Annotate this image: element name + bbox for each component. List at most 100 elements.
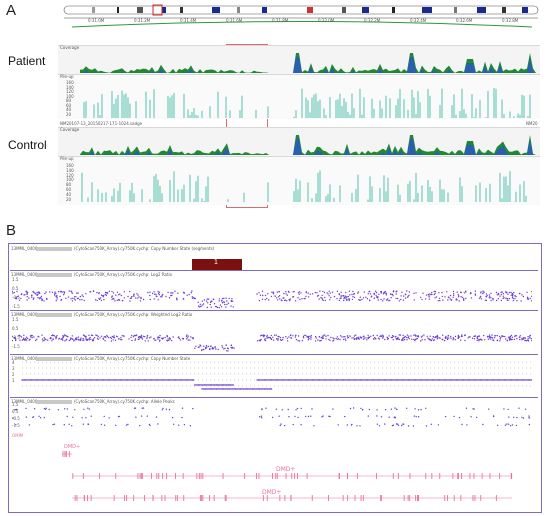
probe-point (286, 300, 288, 302)
gene-exon (415, 495, 417, 501)
cn-state-point (80, 379, 82, 381)
cn-state-point (114, 379, 117, 381)
probe-point (69, 338, 72, 341)
cn-state-point (281, 379, 284, 381)
probe-point (516, 338, 518, 340)
allele-peak-point (261, 417, 263, 419)
cn-state-point (35, 379, 38, 381)
allele-peak-point (392, 424, 395, 426)
cn-state-point (442, 379, 444, 381)
probe-point (378, 338, 381, 340)
probe-point (497, 293, 500, 296)
probe-point (421, 335, 424, 337)
cn-state-point (503, 379, 506, 381)
probe-point (406, 334, 409, 336)
track-header[interactable]: 13MML_0400 (CytoScan750K_Array).cy750K.cy… (10, 245, 538, 252)
probe-point (92, 338, 95, 340)
probe-point (91, 334, 94, 337)
deletion-segment[interactable]: 1 (192, 259, 242, 270)
cn-loss-point (263, 388, 266, 390)
track-header[interactable]: 13MML_0400 (CytoScan750K_Array).cy750K.cy… (10, 354, 538, 362)
track-header[interactable]: 13MML_0400 (CytoScan750K_Array).cy750K.cy… (10, 397, 538, 405)
cn-state-point (219, 384, 221, 386)
cn-state-point (268, 379, 270, 381)
cn-state-point (171, 379, 173, 381)
allele-peak-point (313, 425, 315, 427)
probe-point (343, 338, 345, 341)
probe-point (270, 295, 273, 298)
gene-exon (452, 473, 454, 479)
allele-peak-point (476, 416, 478, 419)
allele-peak-point (66, 408, 68, 410)
cn-loss-point (204, 388, 207, 390)
probe-point (59, 291, 62, 293)
cn-state-point (414, 379, 417, 381)
probe-point (367, 334, 369, 336)
probe-point (361, 298, 363, 301)
cn-loss-point (203, 388, 206, 390)
cn-state-point (419, 379, 422, 381)
gene-exon (342, 495, 344, 501)
probe-point (319, 290, 321, 292)
probe-point (373, 297, 376, 299)
gene-exon (473, 473, 475, 479)
probe-point (502, 297, 504, 300)
probe-point (23, 338, 26, 341)
probe-point (264, 294, 267, 297)
cn-state-point (513, 379, 515, 381)
cn-state-point (230, 384, 232, 386)
probe-point (79, 295, 82, 298)
cn-state-point (431, 379, 434, 381)
allele-peak-point (310, 415, 312, 417)
allele-peak-point (87, 407, 89, 409)
cn-state-point (348, 379, 351, 381)
allele-peak-point (278, 415, 280, 417)
probe-point (157, 338, 159, 340)
probe-point (457, 335, 460, 337)
control-coverage-label: Coverage (60, 127, 80, 132)
probe-point (480, 291, 482, 293)
cn-state-point (497, 379, 500, 381)
control-label: Control (8, 138, 47, 152)
allele-peak-point (45, 407, 47, 409)
probe-point (105, 294, 108, 296)
cn-loss-point (250, 388, 252, 390)
segment-label: 1 (214, 259, 218, 266)
probe-point (27, 337, 29, 340)
probe-point (218, 307, 220, 309)
probe-point (267, 336, 269, 339)
probe-point (221, 297, 224, 300)
cn-state-point (197, 384, 200, 386)
probe-point (486, 294, 488, 297)
cn-state-point (226, 384, 228, 386)
probe-point (42, 340, 44, 342)
probe-point (505, 297, 507, 299)
allele-peak-point (515, 424, 518, 427)
allele-peak-point (43, 416, 45, 419)
probe-point (275, 334, 277, 336)
cn-loss-point (201, 388, 203, 390)
probe-point (322, 334, 324, 336)
probe-point (297, 335, 300, 337)
allele-peak-point (425, 407, 427, 409)
cn-state-point (262, 379, 264, 381)
cn-state-point (346, 379, 348, 381)
probe-point (336, 298, 338, 300)
gene-exon (65, 451, 67, 457)
probe-point (383, 298, 385, 300)
probe-point (226, 303, 228, 306)
cn-loss-point (238, 388, 240, 390)
probe-point (351, 298, 354, 301)
gene-exon (175, 495, 177, 501)
track-header[interactable]: 13MML_0400 (CytoScan750K_Array).cy750K.cy… (10, 270, 538, 278)
chromosome-ideogram[interactable]: 0:31.0M 0:31.2M 0:31.4M 0:31.6M 0:31.8M 0:32.… (62, 4, 540, 34)
probe-point (434, 292, 436, 295)
probe-point (103, 336, 105, 338)
probe-point (392, 339, 394, 341)
cn-loss-point (225, 388, 227, 390)
probe-point (98, 292, 100, 295)
probe-point (218, 300, 220, 302)
allele-peak-point (189, 425, 192, 427)
probe-point (297, 292, 300, 294)
track-header[interactable]: 13MML_0400 (CytoScan750K_Array).cy750K.cy… (10, 310, 538, 318)
